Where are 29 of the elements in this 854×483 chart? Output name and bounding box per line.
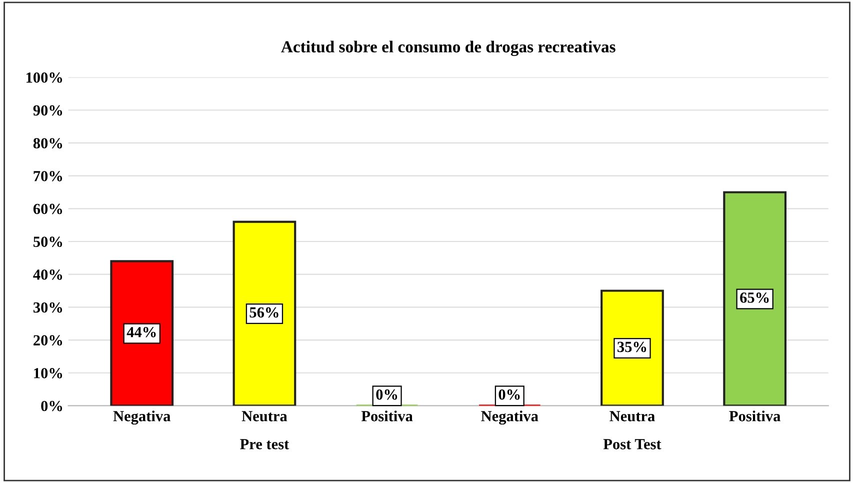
- data-label: 65%: [740, 292, 769, 303]
- x-tick-label: Negativa: [481, 410, 538, 425]
- y-tick-label: 60%: [33, 204, 62, 214]
- y-tick-label: 50%: [34, 236, 62, 247]
- y-tick-label: 70%: [34, 170, 62, 182]
- text: Pre test: [240, 439, 290, 450]
- y-tick-label: 0%: [41, 400, 62, 412]
- y-tick-label: 80%: [33, 138, 62, 148]
- x-tick-label: Positiva: [361, 410, 413, 422]
- x-tick-label: Positiva: [729, 410, 780, 422]
- data-label: 56%: [250, 307, 278, 318]
- data-label: 35%: [618, 342, 646, 352]
- bar: [232, 220, 296, 406]
- data-label: 0%: [376, 389, 398, 400]
- y-tick-label: 20%: [34, 335, 62, 346]
- x-tick-label: Negativa: [113, 410, 170, 425]
- y-tick-label: 100%: [26, 72, 62, 83]
- x-tick-label: Neutra: [242, 411, 288, 422]
- y-tick-label: 10%: [34, 368, 62, 378]
- y-tick-label: 30%: [33, 302, 62, 313]
- bar: [723, 191, 787, 406]
- text: Post Test: [603, 439, 662, 450]
- y-tick-label: 90%: [33, 105, 62, 116]
- bar: [110, 260, 174, 406]
- y-tick-label: 40%: [33, 269, 62, 280]
- data-label: 44%: [126, 326, 156, 338]
- chart-title: Actitud sobre el consumo de drogas recreativas: [281, 40, 616, 56]
- x-tick-label: Neutra: [610, 411, 655, 422]
- data-label: 0%: [498, 389, 520, 400]
